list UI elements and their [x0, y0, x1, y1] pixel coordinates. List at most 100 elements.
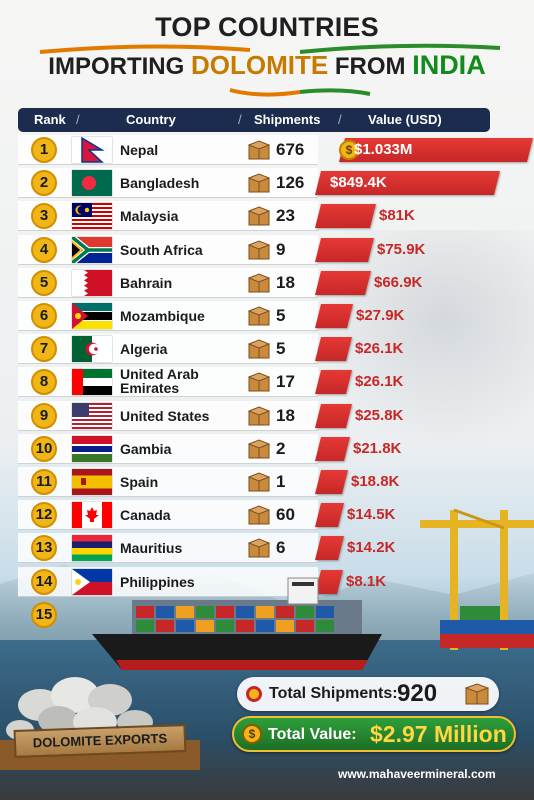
- total-shipments-label: Total Shipments:: [269, 685, 398, 702]
- shipments-value: 1: [276, 472, 286, 491]
- box-icon: [247, 439, 271, 459]
- value-label: $14.5K: [347, 506, 396, 524]
- canada-flag-icon: [72, 502, 112, 529]
- total-shipments-value: 920: [397, 680, 438, 707]
- dolomite-exports-sign: DOLOMITE EXPORTS: [13, 724, 187, 758]
- value-label: $14.2K: [347, 539, 396, 557]
- rank-badge: 8: [31, 369, 57, 396]
- shipments-value: 126: [276, 173, 305, 193]
- table-row: 13 Mauritius 6 $14.2K: [18, 533, 534, 564]
- country-name: Malaysia: [120, 208, 179, 225]
- box-icon: [247, 406, 271, 426]
- value-label: $25.8K: [355, 406, 404, 424]
- title-line1: TOP COUNTRIES: [155, 12, 379, 42]
- title-prefix: IMPORTING: [48, 53, 185, 80]
- box-icon: [247, 240, 271, 260]
- row-background: [18, 135, 318, 165]
- title-swoosh-top: [39, 43, 501, 54]
- total-value-label: Total Value:: [268, 726, 357, 743]
- title-country: INDIA: [412, 50, 486, 80]
- table-row: 15: [18, 600, 534, 630]
- value-bar: [315, 370, 352, 395]
- bangladesh-flag-icon: [72, 170, 112, 197]
- table-row: 9 United States 18 $25.8K: [18, 400, 534, 431]
- table-header: Rank / Country / Shipments / Value (USD): [18, 108, 490, 132]
- spain-flag-icon: [72, 469, 112, 495]
- shipments-value: 676: [276, 140, 305, 159]
- value-label: $75.9K: [377, 240, 426, 258]
- rank-badge: 9: [31, 402, 57, 429]
- value-label: $18.8K: [351, 473, 400, 490]
- shipments-value: 23: [276, 206, 295, 226]
- country-name: Mauritius: [120, 540, 183, 557]
- shipments-value: 5: [276, 339, 286, 359]
- country-name: Algeria: [120, 341, 168, 358]
- value-label: $849.4K: [330, 174, 387, 192]
- rank-badge: 4: [31, 236, 57, 263]
- row-background: [18, 566, 318, 597]
- table-row: 14 Philippines $8.1K: [18, 566, 534, 597]
- mauritius-flag-icon: [72, 535, 112, 562]
- title-product: DOLOMITE: [190, 50, 329, 80]
- country-name: South Africa: [120, 241, 203, 258]
- table-row: 5 Bahrain 18 $66.9K: [18, 267, 534, 298]
- box-icon: [247, 538, 271, 558]
- table-row: 8 United Arab Emirates 17 $26.1K: [18, 366, 534, 398]
- value-bar: [315, 436, 350, 461]
- shipments-value: 60: [276, 505, 295, 525]
- table-row: 3 Malaysia 23 $81K: [18, 201, 534, 232]
- value-bar: [315, 536, 344, 561]
- table-row: 12 Canada 60 $14.5K: [18, 500, 534, 531]
- malaysia-flag-icon: [72, 203, 112, 230]
- rank-badge: 13: [31, 535, 57, 562]
- shipments-value: 18: [276, 405, 295, 425]
- box-icon: [247, 505, 271, 525]
- table-row: 10 Gambia 2 $21.8K: [18, 433, 534, 464]
- box-icon: [247, 173, 271, 193]
- shipments-value: 5: [276, 306, 286, 325]
- box-icon: [247, 273, 271, 293]
- cargo-ship-image: [92, 577, 382, 670]
- box-icon: [247, 339, 271, 359]
- uae-flag-icon: [72, 369, 112, 396]
- table-row: 4 South Africa 9 $75.9K: [18, 234, 534, 265]
- box-icon: [247, 472, 271, 492]
- mozambique-flag-icon: [72, 303, 112, 329]
- rank-badge: 11: [31, 469, 57, 495]
- table-row: 1 Nepal 676 $ $1.033M: [18, 135, 534, 165]
- value-label: $81K: [379, 207, 415, 225]
- table-row: 2 Bangladesh 126 $849.4K: [18, 168, 534, 199]
- box-icon: [465, 683, 489, 705]
- value-bar: [315, 503, 344, 528]
- country-name: Canada: [120, 507, 171, 524]
- country-name: United States: [120, 407, 210, 424]
- value-label: $21.8K: [353, 439, 402, 457]
- table-row: 6 Mozambique 5 $27.9K: [18, 301, 534, 331]
- gambia-flag-icon: [72, 435, 112, 462]
- box-icon: [247, 206, 271, 226]
- value-label: $66.9K: [374, 273, 423, 291]
- country-name: Spain: [120, 474, 159, 490]
- table-row: 7 Algeria 5 $26.1K: [18, 334, 534, 365]
- bahrain-flag-icon: [72, 269, 112, 296]
- shipments-value: 6: [276, 538, 286, 558]
- total-shipments-dot-icon: [246, 686, 262, 702]
- rank-badge: 5: [31, 269, 57, 296]
- box-icon: [247, 140, 271, 160]
- title-mid: FROM: [334, 53, 406, 80]
- value-label: $26.1K: [355, 340, 404, 358]
- value-bar: [315, 470, 348, 494]
- rank-badge: 3: [31, 203, 57, 230]
- country-name: United Arab Emirates: [120, 366, 199, 397]
- header-rank: Rank: [34, 112, 66, 127]
- value-bar: [315, 304, 353, 328]
- country-name: Mozambique: [120, 308, 205, 324]
- row-background: [18, 467, 318, 497]
- row-background: [18, 267, 318, 298]
- total-value-amount: $2.97 Million: [370, 721, 507, 747]
- south-africa-flag-icon: [72, 236, 112, 263]
- title-swoosh-bottom: [229, 88, 371, 97]
- rank-badge: 10: [31, 435, 57, 462]
- country-name: Bahrain: [120, 274, 173, 291]
- row-background: [18, 168, 318, 199]
